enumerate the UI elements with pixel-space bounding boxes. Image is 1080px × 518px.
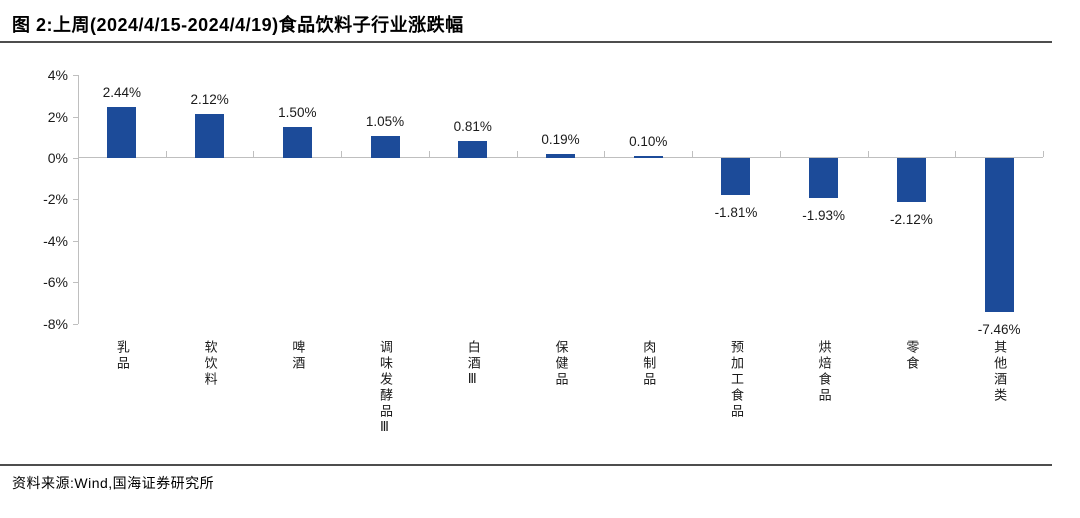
y-axis-tick-label: 0% — [47, 150, 68, 166]
category-label: 烘焙食品 — [816, 340, 832, 404]
bar — [107, 107, 137, 158]
x-axis-tick — [1043, 151, 1044, 157]
category-label: 肉制品 — [641, 340, 657, 388]
category-label: 白酒Ⅲ — [465, 340, 481, 390]
bar-value-label: 0.81% — [453, 119, 492, 135]
y-axis-tick-label: -6% — [43, 274, 68, 291]
title-divider — [0, 41, 1052, 43]
y-axis-tick-label: 4% — [47, 67, 68, 84]
bar — [370, 136, 400, 158]
category-label: 零食 — [904, 340, 920, 372]
category-label: 啤酒 — [290, 340, 306, 372]
x-axis-tick — [604, 151, 606, 157]
y-axis-tick — [73, 75, 78, 77]
bar — [458, 141, 488, 158]
figure-title: 图 2:上周(2024/4/15-2024/4/19)食品饮料子行业涨跌幅 — [12, 15, 464, 35]
bar-value-label: 2.44% — [102, 85, 141, 101]
bar-value-label: 0.19% — [541, 132, 580, 148]
bar-value-label: 2.12% — [190, 92, 229, 108]
bar-chart: 4% 2% 0% -2% -4% -6% -8% 2.44% 乳品 2.12% 软饮料 1.50% 啤酒… — [43, 67, 1044, 438]
y-axis-tick — [73, 240, 78, 242]
bar — [546, 154, 575, 158]
y-axis-tick — [73, 116, 78, 118]
bar — [896, 158, 926, 202]
y-axis-tick — [73, 158, 78, 159]
figure-source: 资料来源:Wind,国海证券研究所 — [12, 475, 215, 491]
y-axis-tick-label: -4% — [43, 232, 68, 249]
category-label: 乳品 — [114, 340, 130, 372]
y-axis-tick-label: 2% — [47, 108, 68, 125]
y-axis-tick-label: -8% — [43, 315, 68, 332]
bar-value-label: 1.50% — [278, 104, 317, 120]
category-label: 调味发酵品Ⅲ — [378, 340, 394, 438]
x-axis-tick — [341, 151, 343, 157]
x-axis-tick — [692, 151, 694, 157]
category-label: 软饮料 — [202, 340, 218, 388]
category-label: 预加工食品 — [728, 340, 744, 420]
source-divider — [0, 464, 1052, 466]
bar-value-label: 1.05% — [365, 114, 405, 130]
x-axis-tick — [779, 151, 781, 157]
y-axis-tick — [73, 323, 78, 325]
bar — [195, 114, 225, 158]
x-axis-tick — [867, 151, 869, 157]
bar — [809, 158, 839, 198]
x-axis-tick — [253, 151, 255, 157]
x-axis-tick — [516, 151, 518, 157]
bar — [721, 158, 751, 196]
y-axis-tick-label: -2% — [43, 191, 68, 208]
bar — [282, 126, 312, 158]
bar — [633, 155, 663, 158]
x-axis-tick — [165, 151, 167, 157]
x-axis-tick — [428, 151, 430, 157]
y-axis-tick — [73, 282, 78, 284]
bar-value-label: 0.10% — [629, 133, 668, 149]
bar-value-label: -1.81% — [714, 205, 758, 221]
bar-value-label: -2.12% — [890, 211, 933, 227]
category-label: 其他酒类 — [992, 340, 1008, 404]
x-axis-tick — [955, 151, 957, 157]
bar-value-label: -1.93% — [802, 207, 846, 223]
y-axis-tick — [73, 199, 78, 201]
bar — [984, 158, 1014, 313]
y-axis-line — [78, 75, 79, 324]
category-label: 保健品 — [553, 340, 569, 388]
bar-value-label: -7.46% — [977, 322, 1021, 338]
